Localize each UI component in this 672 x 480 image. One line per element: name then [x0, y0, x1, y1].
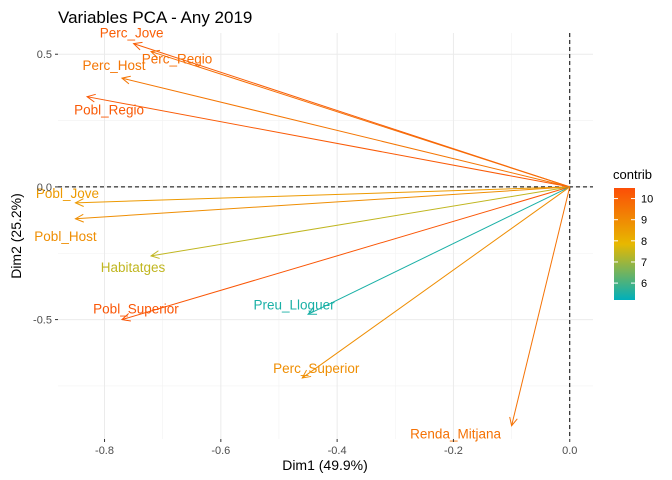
- arrow-pobl-superior: [121, 186, 570, 321]
- arrowhead-preu-lloguer: [307, 306, 318, 315]
- arrowhead-pobl-regio: [85, 93, 96, 103]
- label-habitatges: Habitatges: [101, 260, 166, 275]
- arrowhead-perc-jove: [132, 41, 143, 51]
- arrow-perc-regio: [150, 51, 570, 188]
- label-pobl-regio: Pobl_Regio: [74, 103, 144, 118]
- arrowhead-perc-superior: [301, 369, 312, 379]
- y-tick-label: -0.5: [33, 315, 52, 327]
- arrow-renda-mitjana: [511, 186, 571, 426]
- legend-title: contrib: [613, 167, 652, 182]
- arrow-perc-superior: [301, 186, 571, 379]
- label-pobl-jove: Pobl_Jove: [36, 186, 99, 201]
- legend-colorbar: [614, 188, 635, 300]
- y-axis-ticks: -0.5 0.0 0.5: [33, 49, 58, 327]
- variable-arrows: [74, 41, 571, 427]
- arrow-pobl-regio: [86, 96, 570, 188]
- x-tick-label: -0.8: [95, 445, 114, 457]
- arrow-preu-lloguer: [307, 186, 570, 315]
- legend-tick-label: 6: [641, 278, 647, 290]
- x-tick-label: -0.2: [444, 445, 463, 457]
- arrow-perc-host: [121, 77, 570, 188]
- reference-lines: [58, 33, 593, 439]
- arrowhead-perc-regio: [149, 49, 161, 59]
- plot-panel: [58, 33, 593, 439]
- arrow-habitatges: [150, 186, 570, 257]
- label-renda-mitjana: Renda_Mitjana: [410, 427, 501, 442]
- label-perc-host: Perc_Host: [82, 58, 145, 73]
- arrow-pobl-host: [75, 186, 570, 220]
- y-tick-label: 0.5: [37, 49, 52, 61]
- arrowhead-renda-mitjana: [509, 416, 518, 427]
- label-pobl-host: Pobl_Host: [34, 229, 97, 244]
- legend-tick-label: 10: [641, 194, 653, 206]
- arrowhead-pobl-host: [74, 213, 84, 223]
- label-perc-regio: Perc_Regio: [142, 52, 213, 67]
- x-tick-label: -0.4: [328, 445, 347, 457]
- legend-tick-label: 7: [641, 257, 647, 269]
- legend: contrib 6 7 8 9 10: [613, 167, 653, 300]
- label-pobl-superior: Pobl_Superior: [93, 302, 179, 317]
- arrowhead-pobl-jove: [74, 198, 84, 207]
- y-axis-title: Dim2 (25.2%): [8, 193, 24, 279]
- x-tick-label: 0.0: [562, 445, 577, 457]
- legend-tick-label: 8: [641, 236, 647, 248]
- legend-tick-label: 9: [641, 215, 647, 227]
- legend-ticks: 6 7 8 9 10: [614, 194, 653, 290]
- arrowhead-perc-host: [120, 75, 131, 85]
- label-preu-lloguer: Preu_Lloguer: [254, 297, 336, 312]
- x-axis-title: Dim1 (49.9%): [282, 457, 368, 473]
- y-tick-label: 0.0: [37, 182, 52, 194]
- x-axis-ticks: -0.8 -0.6 -0.4 -0.2 0.0: [95, 439, 577, 457]
- label-perc-jove: Perc_Jove: [100, 26, 164, 41]
- x-tick-label: -0.6: [211, 445, 230, 457]
- chart-title: Variables PCA - Any 2019: [58, 8, 252, 27]
- arrowhead-pobl-superior: [120, 313, 131, 322]
- arrow-pobl-jove: [75, 186, 570, 204]
- arrowhead-habitatges: [149, 250, 160, 259]
- label-perc-superior: Perc_Superior: [273, 361, 360, 376]
